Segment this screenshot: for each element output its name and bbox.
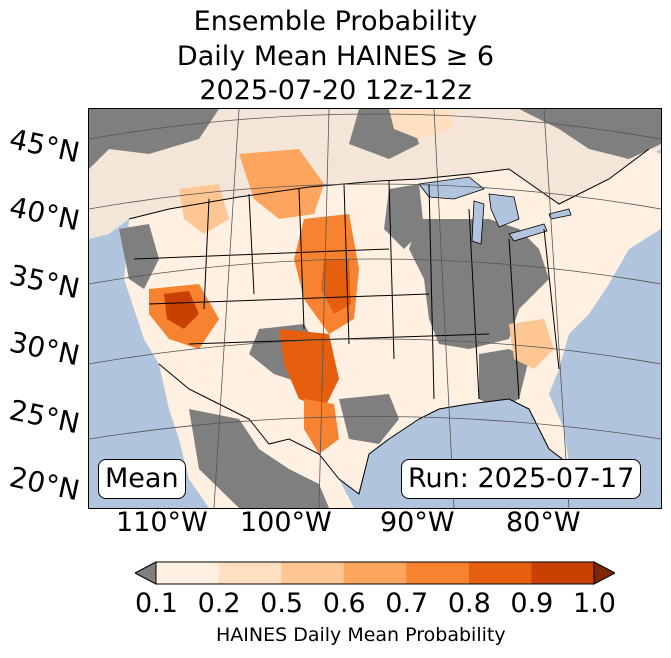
- prob-rockies: [239, 149, 324, 219]
- lat-label-30: 30°N: [6, 325, 83, 373]
- lake-erie: [508, 223, 548, 242]
- nodata-mexico: [189, 409, 329, 508]
- colorbar-bin: [156, 562, 220, 584]
- lake-michigan: [471, 200, 485, 245]
- colorbar-bin: [218, 562, 282, 584]
- nodata-west: [119, 224, 159, 289]
- map-panel: [88, 108, 662, 509]
- prob-texas: [279, 329, 339, 409]
- colorbar-tick-label: 1.0: [573, 588, 616, 619]
- prob-idaho: [179, 184, 229, 234]
- lon-label-100: 100°W: [240, 507, 332, 538]
- colorbar-tick-label: 0.9: [510, 588, 554, 619]
- lat-label-35: 35°N: [6, 258, 83, 306]
- lon-label-110: 110°W: [116, 507, 208, 538]
- colorbar-bin: [531, 562, 595, 584]
- prob-plains-core: [321, 259, 351, 314]
- map-canvas: [89, 109, 661, 508]
- title-line-1: Ensemble Probability: [193, 6, 478, 37]
- colorbar-tick-label: 0.5: [260, 588, 304, 619]
- stat-label: Mean: [98, 459, 186, 499]
- lake-huron: [488, 193, 520, 228]
- colorbar-outline: [155, 561, 595, 585]
- nodata-texas: [339, 394, 399, 444]
- colorbar-bin: [468, 562, 532, 584]
- prob-southwest-core: [164, 291, 199, 329]
- lat-label-40: 40°N: [6, 190, 83, 238]
- prob-north: [389, 109, 454, 139]
- lat-label-20: 20°N: [6, 460, 83, 508]
- lat-label-25: 25°N: [6, 393, 83, 441]
- colorbar-tick-label: 0.2: [197, 588, 241, 619]
- canada-land: [89, 109, 661, 239]
- colorbar-under-arrow: [135, 561, 157, 585]
- prob-southeast: [509, 319, 554, 369]
- colorbar-tick-label: 0.1: [135, 588, 178, 619]
- colorbar-tick-label: 0.7: [385, 588, 429, 619]
- title-line-2: Daily Mean HAINES ≥ 6: [176, 41, 495, 72]
- run-label: Run: 2025-07-17: [401, 459, 642, 499]
- lat-label-45: 45°N: [6, 122, 83, 170]
- borders: [128, 148, 650, 495]
- lon-label-80: 80°W: [506, 507, 581, 538]
- colorbar-bin: [343, 562, 407, 584]
- canada-grey-east: [519, 109, 661, 159]
- colorbar-bin: [406, 562, 470, 584]
- canada-grey-north: [89, 109, 219, 169]
- colorbar: [135, 561, 615, 585]
- nodata-plains: [384, 184, 424, 249]
- title-line-3: 2025-07-20 12z-12z: [199, 75, 472, 106]
- lon-label-90: 90°W: [380, 507, 455, 538]
- colorbar-over-arrow: [593, 561, 615, 585]
- lake-ontario: [548, 208, 572, 220]
- colorbar-label: HAINES Daily Mean Probability: [216, 624, 506, 646]
- prob-mexico: [304, 399, 339, 454]
- graticule: [89, 109, 661, 508]
- colorbar-tick-label: 0.8: [447, 588, 491, 619]
- lake-superior: [418, 176, 485, 200]
- colorbar-tick-label: 0.6: [322, 588, 366, 619]
- colorbar-bin: [281, 562, 345, 584]
